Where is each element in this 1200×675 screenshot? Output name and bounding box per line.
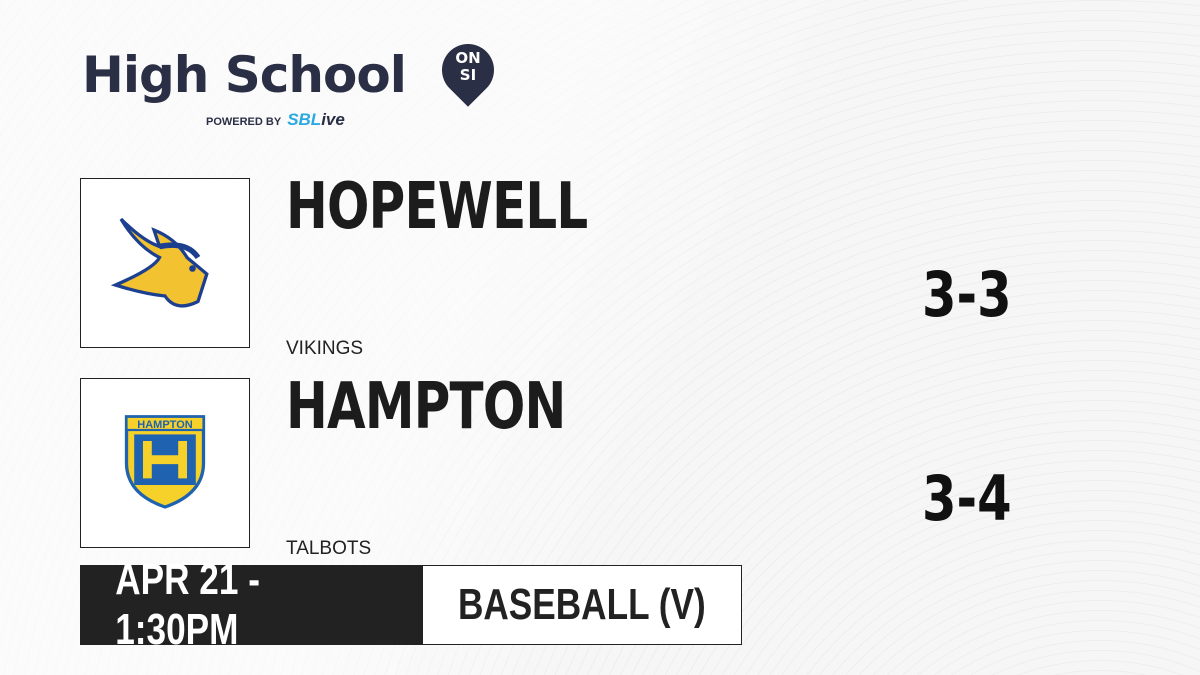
sport-text: BASEBALL (V) (458, 580, 706, 629)
away-team-name: HAMPTON (286, 370, 566, 444)
home-team-record: 3-3 (922, 258, 1012, 331)
logo-title: High School (82, 46, 407, 104)
high-school-on-si-logo: High School ON SI POWERED BY SBLive (82, 33, 505, 129)
home-team-name: HOPEWELL (286, 170, 588, 244)
game-datetime: APR 21 - 1:30PM (81, 555, 423, 654)
hopewell-logo-box (80, 178, 250, 348)
game-sport: BASEBALL (V) (423, 566, 741, 644)
badge-bottom: SI (459, 66, 477, 84)
live-text: ive (321, 110, 345, 129)
away-team-mascot: TALBOTS (286, 538, 372, 559)
hampton-shield-logo: HAMPTON (124, 415, 206, 509)
viking-logo (110, 217, 209, 308)
badge-top: ON (455, 49, 481, 67)
game-info-bar: APR 21 - 1:30PM BASEBALL (V) (80, 555, 742, 654)
powered-by-label: POWERED BY (206, 116, 282, 128)
shield-text: HAMPTON (137, 419, 192, 431)
hampton-logo-box: HAMPTON (80, 378, 250, 548)
sbl-text: SBL (287, 110, 322, 129)
datetime-text: APR 21 - 1:30PM (115, 555, 260, 654)
home-team-mascot: VIKINGS (286, 338, 364, 359)
logo-badge: ON SI (450, 50, 486, 84)
sblive-logo: SBLive (287, 110, 345, 129)
powered-by: POWERED BY SBLive (206, 110, 345, 130)
away-team-record: 3-4 (922, 462, 1012, 535)
